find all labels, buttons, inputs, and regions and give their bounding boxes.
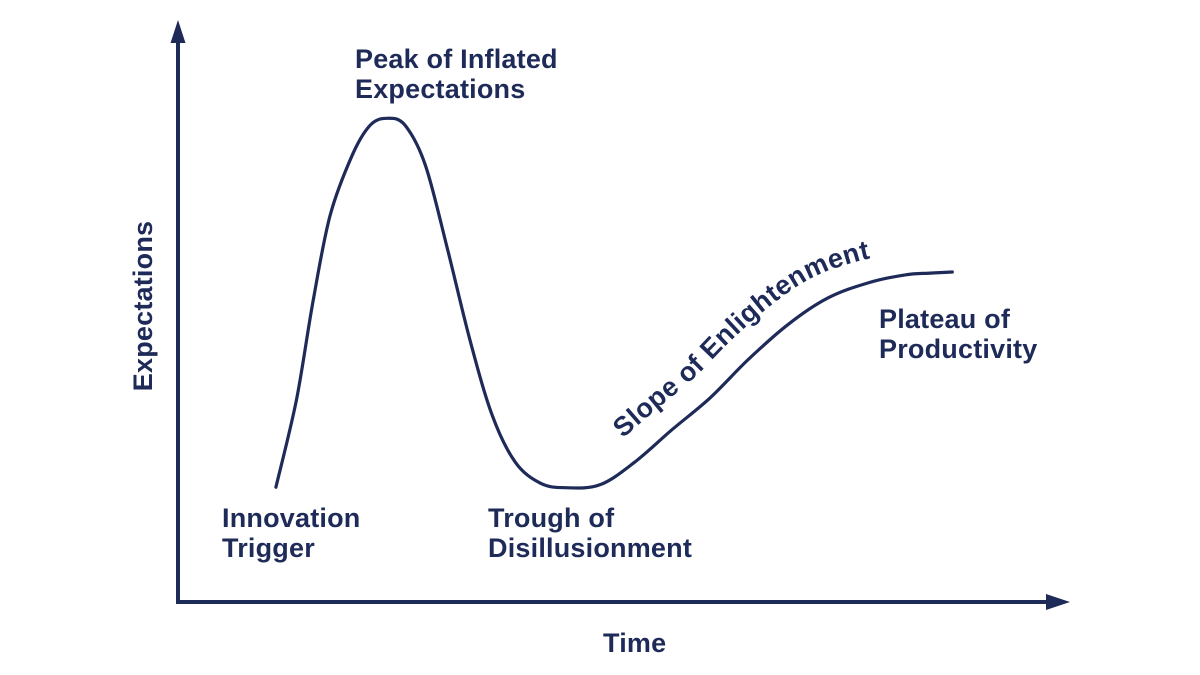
- x-axis-arrowhead-icon: [1046, 594, 1070, 610]
- trough-label-line1: Trough of: [488, 503, 615, 533]
- innovation-trigger-label: Innovation Trigger: [222, 503, 361, 563]
- plateau-label-line1: Plateau of: [879, 304, 1011, 334]
- innovation-label-line2: Trigger: [222, 533, 315, 563]
- y-axis-arrowhead-icon: [170, 20, 186, 43]
- trough-label-line2: Disillusionment: [488, 533, 693, 563]
- peak-label-line2: Expectations: [355, 74, 526, 104]
- plateau-of-productivity-label: Plateau of Productivity: [879, 304, 1037, 364]
- peak-of-inflated-expectations-label: Peak of Inflated Expectations: [355, 44, 558, 104]
- hype-curve: [274, 116, 954, 490]
- trough-of-disillusionment-label: Trough of Disillusionment: [488, 503, 692, 563]
- peak-label-line1: Peak of Inflated: [355, 44, 558, 74]
- innovation-label-line1: Innovation: [222, 503, 361, 533]
- y-axis-label: Expectations: [128, 220, 158, 392]
- x-axis-label: Time: [603, 628, 667, 658]
- plateau-label-line2: Productivity: [879, 334, 1038, 364]
- slope-of-enlightenment-label: Slope of Enlightenment: [607, 235, 872, 443]
